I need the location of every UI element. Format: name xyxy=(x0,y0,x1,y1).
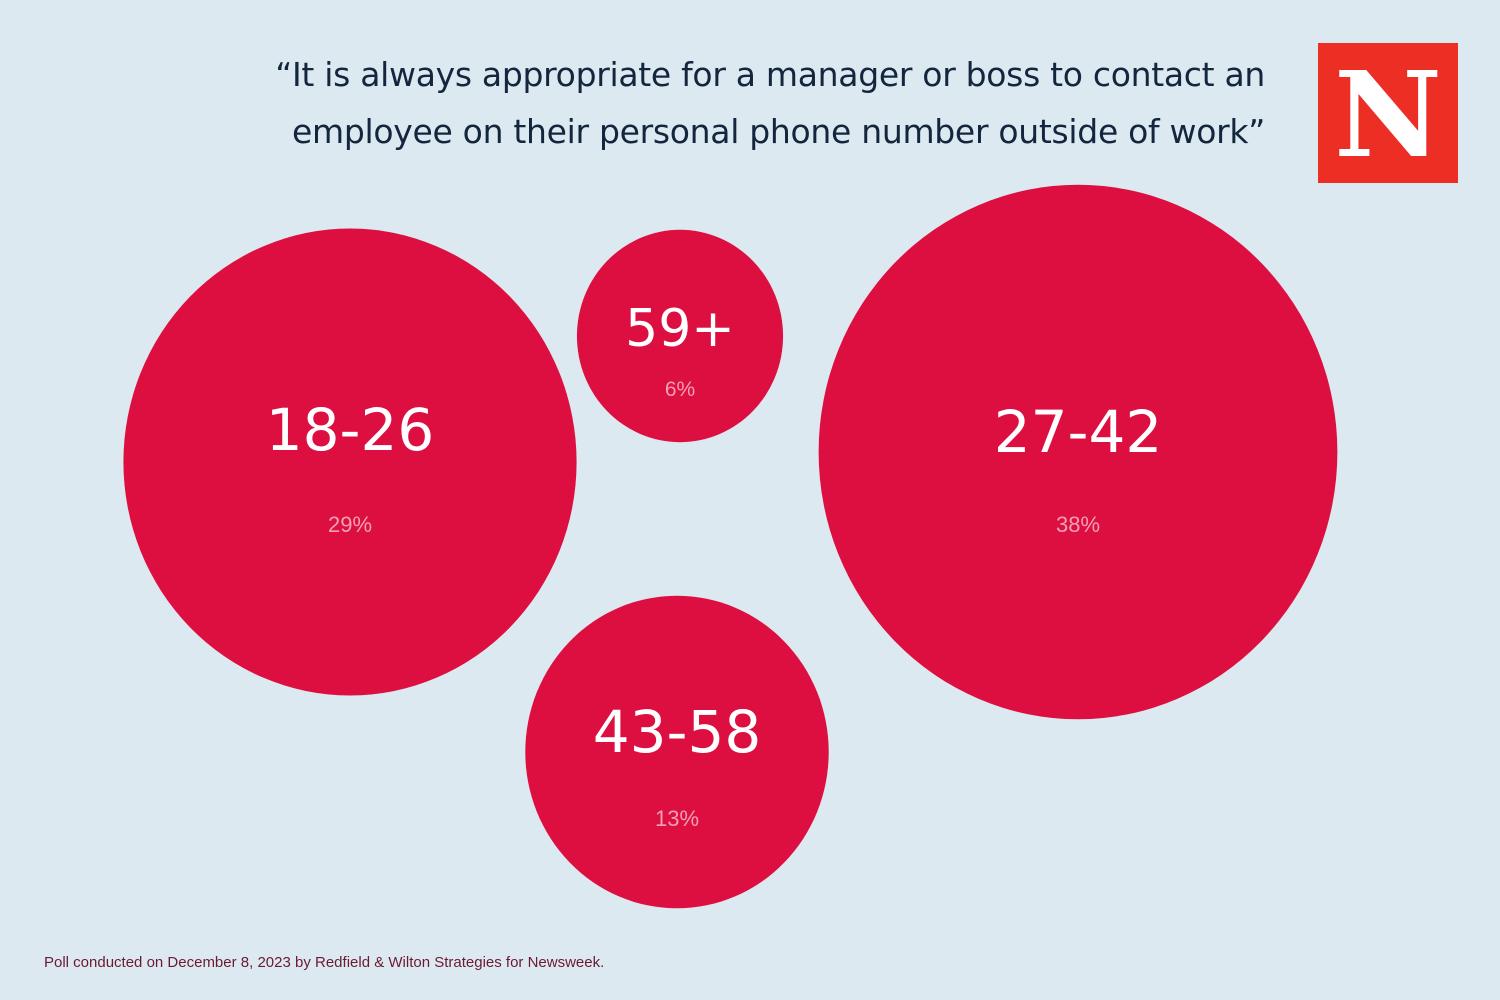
bubble-value-label: 13% xyxy=(655,806,699,831)
bubble-value-label: 29% xyxy=(328,512,372,537)
newsweek-logo: N xyxy=(1318,43,1458,183)
bubble-shape xyxy=(818,184,1338,720)
bubble-category-label: 43-58 xyxy=(593,698,762,766)
bubble-27-42: 27-42 38% xyxy=(818,184,1338,720)
bubble-18-26: 18-26 29% xyxy=(123,228,577,696)
bubble-shape xyxy=(576,229,784,443)
bubble-category-label: 27-42 xyxy=(994,398,1163,466)
bubble-value-label: 38% xyxy=(1056,512,1100,537)
bubble-category-label: 59+ xyxy=(625,299,735,359)
chart-title: “It is always appropriate for a manager … xyxy=(275,55,1265,151)
bubble-shape xyxy=(525,595,829,909)
bubble-value-label: 6% xyxy=(665,378,695,401)
bubble-category-label: 18-26 xyxy=(266,396,435,464)
bubble-59-plus: 59+ 6% xyxy=(576,229,784,443)
bubble-43-58: 43-58 13% xyxy=(525,595,829,909)
source-footnote: Poll conducted on December 8, 2023 by Re… xyxy=(44,954,605,971)
logo-letter: N xyxy=(1334,45,1442,184)
bubble-shape xyxy=(123,228,577,696)
